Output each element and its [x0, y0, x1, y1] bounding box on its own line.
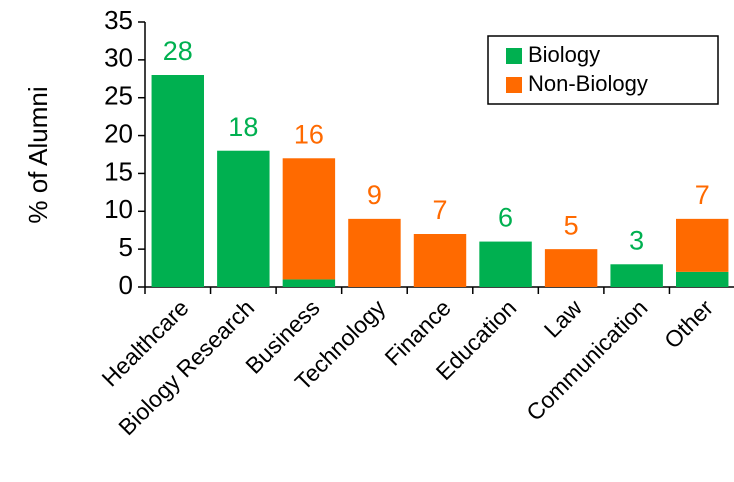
y-tick-label: 0 [119, 270, 133, 300]
legend-label: Biology [528, 42, 600, 67]
bar-segment [479, 241, 532, 287]
y-tick-label: 15 [104, 156, 133, 186]
bar-segment [348, 218, 401, 287]
value-label: 7 [432, 195, 447, 225]
y-tick-label: 25 [104, 81, 133, 111]
value-label: 6 [498, 203, 513, 233]
value-label: 18 [228, 112, 258, 142]
bar-segment [151, 75, 204, 287]
y-tick-label: 10 [104, 194, 133, 224]
value-label: 5 [564, 210, 579, 240]
bar-segment [676, 271, 729, 287]
bar-segment [413, 234, 467, 287]
y-axis-label: % of Alumni [23, 86, 53, 223]
bar-segment [676, 218, 729, 272]
y-tick-label: 20 [104, 118, 133, 148]
value-label: 28 [163, 36, 193, 66]
value-label: 7 [695, 180, 710, 210]
value-label: 9 [367, 180, 382, 210]
bar-segment [282, 158, 336, 280]
bar-segment [217, 150, 270, 287]
legend-box [487, 35, 719, 105]
x-tick-label: Communication [521, 294, 652, 425]
y-tick-label: 35 [104, 5, 133, 35]
legend-swatch [506, 77, 522, 93]
y-tick-label: 5 [119, 232, 133, 262]
bar-segment [282, 279, 336, 287]
x-tick-label: Law [539, 294, 587, 342]
bar-segment [610, 264, 663, 287]
x-tick-label: Other [659, 294, 718, 353]
bar-segment [544, 249, 598, 287]
y-tick-label: 30 [104, 43, 133, 73]
legend-label: Non-Biology [528, 71, 648, 96]
value-label: 3 [629, 225, 644, 255]
value-label: 16 [294, 119, 324, 149]
legend-swatch [506, 48, 522, 64]
